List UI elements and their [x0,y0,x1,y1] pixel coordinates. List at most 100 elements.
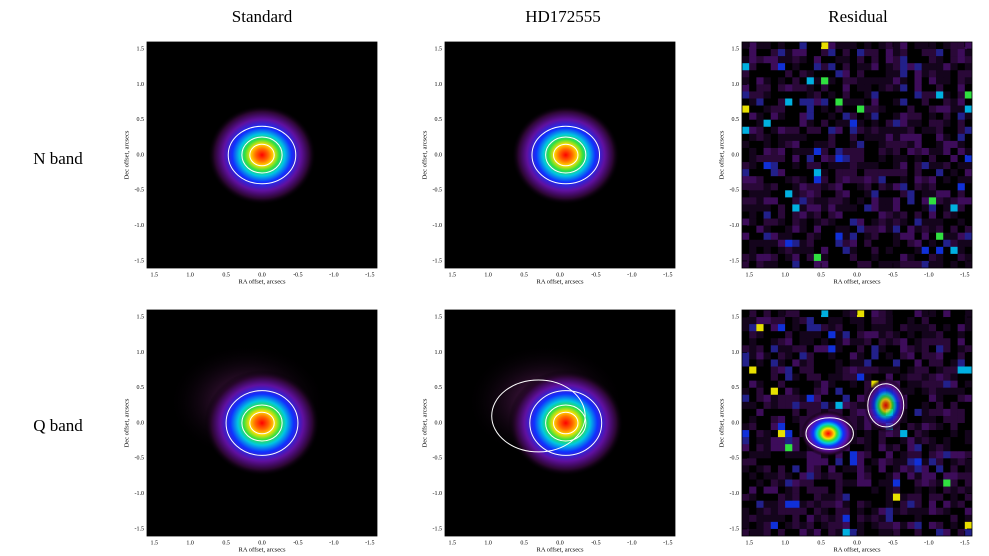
pixel [849,183,858,191]
pixel [900,155,908,163]
pixel [828,98,836,106]
pixel [785,401,793,410]
pixel [821,239,829,248]
pixel [892,324,901,332]
pixel [770,507,779,516]
pixel [907,84,915,92]
pixel [770,232,779,241]
pixel [756,500,764,509]
pixel [943,225,951,233]
pixel [921,42,930,50]
x-tick-label: 0.0 [853,272,861,278]
pixel [936,528,944,536]
pixel [777,204,786,212]
pixel [885,373,894,381]
pixel [900,260,908,268]
pixel [828,465,836,473]
pixel [849,77,858,85]
pixel [749,521,757,530]
pixel [842,232,851,241]
pixel [749,70,757,78]
pixel [914,49,922,57]
pixel [821,345,829,353]
pixel [799,218,807,226]
pixel [907,56,915,64]
x-axis-label: RA offset, arcsecs [239,546,286,553]
pixel [806,521,815,530]
pixel [857,521,865,530]
pixel [763,91,772,99]
pixel [921,197,930,205]
pixel [770,451,779,459]
pixel [770,380,779,388]
pixel [871,528,879,536]
pixel [957,253,966,262]
pixel [806,486,815,494]
y-tick-label: -0.5 [135,188,145,194]
pixel [842,147,851,156]
pixel [785,147,793,156]
pixel [777,98,786,106]
pixel [770,176,779,184]
pixel [742,373,750,381]
pixel [770,472,779,480]
pixel [957,225,966,233]
pixel [821,84,829,92]
pixel [871,352,879,360]
pixel [892,451,901,459]
pixel [964,310,972,318]
pixel [828,239,836,248]
pixel [921,239,930,248]
pixel [849,338,858,346]
pixel [943,479,951,487]
pixel [742,119,750,128]
pixel [921,133,930,142]
blob [864,378,908,433]
pixel [749,380,757,388]
image [147,42,377,268]
pixel [763,176,772,184]
pixel [943,162,951,170]
pixel [928,507,937,516]
pixel [835,147,843,156]
pixel [928,169,937,177]
pixel [900,352,908,360]
pixel [842,77,851,85]
pixel [835,190,843,198]
pixel [821,493,829,501]
pixel [763,183,772,191]
pixel [936,380,944,388]
pixel [821,394,829,403]
pixel [936,437,944,445]
pixel [828,500,836,509]
pixel [806,373,815,381]
pixel [964,211,972,219]
pixel [928,232,937,241]
pixel [756,514,764,523]
pixel [921,437,930,445]
x-tick-label: -1.0 [329,540,339,546]
pixel [770,140,779,149]
pixel [928,70,937,78]
pixel [792,49,800,57]
pixel [957,317,966,325]
pixel [742,310,750,318]
pixel [806,155,815,163]
pixel [914,324,922,332]
pixel [871,465,879,473]
pixel [835,507,843,516]
pixel [799,479,807,487]
pixel [777,169,786,177]
pixel [900,528,908,536]
pixel [892,430,901,438]
pixel [821,133,829,142]
pixel [828,204,836,212]
pixel [763,472,772,480]
pixel [928,345,937,353]
pixel [777,479,786,487]
pixel [749,507,757,516]
pixel [857,112,865,120]
pixel [921,91,930,99]
pixel [964,394,972,403]
pixel [792,225,800,233]
